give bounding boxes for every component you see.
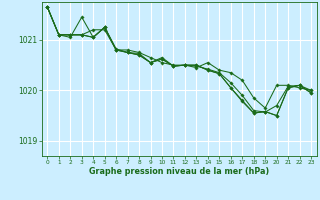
X-axis label: Graphe pression niveau de la mer (hPa): Graphe pression niveau de la mer (hPa): [89, 167, 269, 176]
